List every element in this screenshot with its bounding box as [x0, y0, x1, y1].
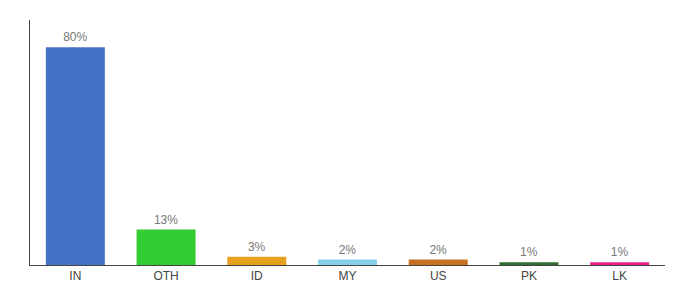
svg-text:1%: 1% — [611, 245, 629, 259]
svg-text:PK: PK — [521, 269, 537, 283]
svg-text:13%: 13% — [154, 213, 178, 227]
svg-text:2%: 2% — [429, 243, 447, 257]
svg-text:ID: ID — [251, 269, 263, 283]
svg-text:2%: 2% — [339, 243, 357, 257]
svg-text:LK: LK — [612, 269, 627, 283]
svg-text:1%: 1% — [520, 245, 538, 259]
svg-text:80%: 80% — [63, 30, 87, 44]
svg-text:MY: MY — [339, 269, 357, 283]
svg-text:3%: 3% — [248, 240, 266, 254]
svg-text:OTH: OTH — [153, 269, 178, 283]
svg-text:IN: IN — [69, 269, 81, 283]
svg-text:US: US — [430, 269, 447, 283]
